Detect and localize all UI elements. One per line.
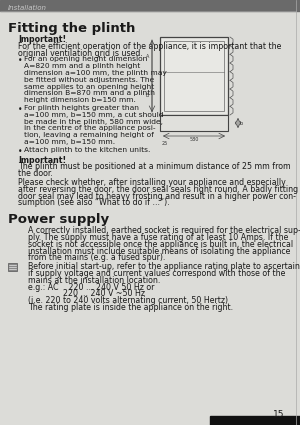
Text: A correctly installed, earthed socket is required for the electrical sup-: A correctly installed, earthed socket is… <box>28 226 300 235</box>
Text: Important!: Important! <box>18 35 66 44</box>
Text: Attach plinth to the kitchen units.: Attach plinth to the kitchen units. <box>24 147 150 153</box>
Text: ply. The supply must have a fuse rating of at least 10 Amps. If the: ply. The supply must have a fuse rating … <box>28 233 288 242</box>
Text: •: • <box>18 57 22 65</box>
Text: Fitting the plinth: Fitting the plinth <box>8 22 135 35</box>
Text: installation must include suitable means of isolating the appliance: installation must include suitable means… <box>28 246 290 255</box>
Text: Installation: Installation <box>8 5 47 11</box>
Text: sumption (see also “What to do if ...”).: sumption (see also “What to do if ...”). <box>18 198 169 207</box>
Text: a=100 mm, b=150 mm, a cut should: a=100 mm, b=150 mm, a cut should <box>24 112 164 118</box>
Text: in the centre of the appliance posi-: in the centre of the appliance posi- <box>24 125 156 131</box>
Text: 15: 15 <box>272 410 284 419</box>
Text: e.g.: AC    220 ... 240 V 50 Hz or: e.g.: AC 220 ... 240 V 50 Hz or <box>28 283 154 292</box>
Text: Please check whether, after installing your appliance and especially: Please check whether, after installing y… <box>18 178 286 187</box>
Text: 25: 25 <box>162 141 168 146</box>
Text: from the mains (e.g. a fused spur).: from the mains (e.g. a fused spur). <box>28 253 165 262</box>
Text: For the efficient operation of the appliance, it is important that the: For the efficient operation of the appli… <box>18 42 281 51</box>
Bar <box>164 41 224 111</box>
Text: after reversing the door, the door seal seals right round. A badly fitting: after reversing the door, the door seal … <box>18 185 298 194</box>
Text: door seal may lead to heavy frosting and result in a higher power con-: door seal may lead to heavy frosting and… <box>18 192 296 201</box>
Text: The rating plate is inside the appliance on the right.: The rating plate is inside the appliance… <box>28 303 233 312</box>
Text: if supply voltage and current values correspond with those of the: if supply voltage and current values cor… <box>28 269 285 278</box>
Text: b: b <box>240 121 243 125</box>
Text: For plinth heights greater than: For plinth heights greater than <box>24 105 139 111</box>
Bar <box>0 0 300 11</box>
Text: height dimension b=150 mm.: height dimension b=150 mm. <box>24 97 136 103</box>
Bar <box>160 37 228 115</box>
Text: tion, leaving a remaining height of: tion, leaving a remaining height of <box>24 132 154 138</box>
Text: (i.e. 220 to 240 volts alternating current, 50 Hertz): (i.e. 220 to 240 volts alternating curre… <box>28 296 228 305</box>
Bar <box>210 416 300 425</box>
Text: same applies to an opening height: same applies to an opening height <box>24 84 154 90</box>
Text: dimension a=100 mm, the plinth may: dimension a=100 mm, the plinth may <box>24 70 167 76</box>
Text: be made in the plinth, 580 mm wide,: be made in the plinth, 580 mm wide, <box>24 119 163 125</box>
Text: a=100 mm, b=150 mm.: a=100 mm, b=150 mm. <box>24 139 115 145</box>
Text: B: B <box>146 93 149 98</box>
Text: •: • <box>18 147 22 156</box>
Text: Important!: Important! <box>18 156 66 164</box>
Text: original ventilation grid is used.: original ventilation grid is used. <box>18 48 143 58</box>
Text: mains at the installation location.: mains at the installation location. <box>28 276 161 285</box>
Text: A=820 mm and a plinth height: A=820 mm and a plinth height <box>24 63 140 69</box>
Text: 220 ... 240 V ~50 Hz: 220 ... 240 V ~50 Hz <box>28 289 145 298</box>
Text: be fitted without adjustments. The: be fitted without adjustments. The <box>24 77 154 83</box>
Text: Power supply: Power supply <box>8 213 109 226</box>
Text: Before initial start-up, refer to the appliance rating plate to ascertain: Before initial start-up, refer to the ap… <box>28 262 300 271</box>
Text: •: • <box>18 105 22 114</box>
Text: A: A <box>146 54 149 59</box>
Text: socket is not accessible once the appliance is built in, the electrical: socket is not accessible once the applia… <box>28 240 293 249</box>
Bar <box>8 263 17 271</box>
Text: For an opening height dimension: For an opening height dimension <box>24 57 147 62</box>
Bar <box>160 115 228 131</box>
Text: 580: 580 <box>189 137 199 142</box>
Text: the door.: the door. <box>18 169 53 178</box>
Text: dimension B=870 mm and a plinth: dimension B=870 mm and a plinth <box>24 91 155 96</box>
Text: The plinth must be positioned at a minimum distance of 25 mm from: The plinth must be positioned at a minim… <box>18 162 291 171</box>
